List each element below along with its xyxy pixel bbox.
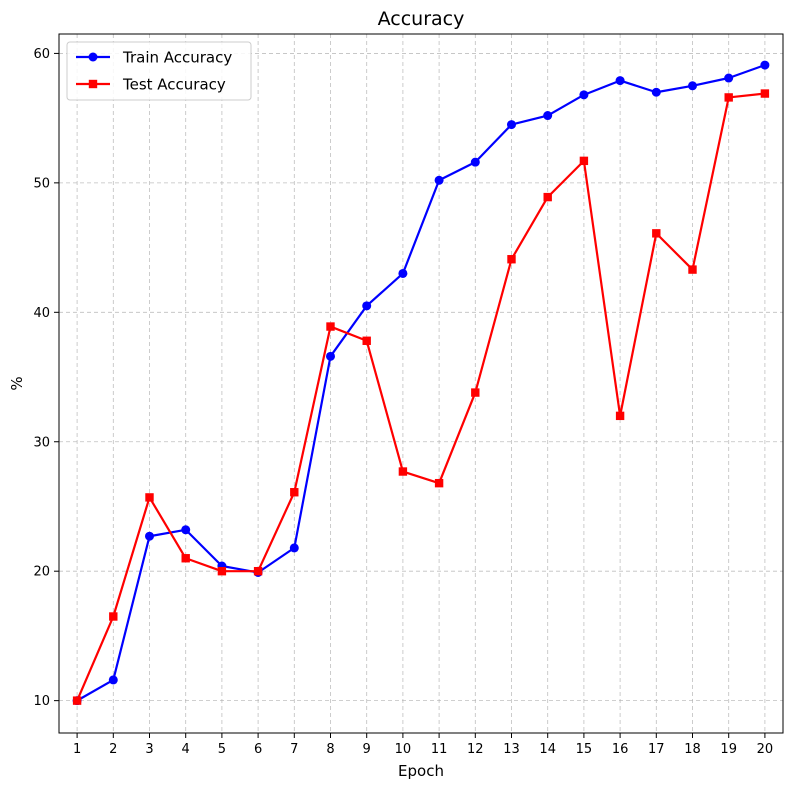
x-tick-label: 17 [648,742,665,757]
data-point [362,336,371,345]
data-point [507,255,516,264]
data-point [507,120,516,130]
plot-frame [58,33,784,734]
x-tick-label: 6 [254,742,262,757]
data-point [615,76,625,86]
x-tick-label: 10 [395,742,412,757]
data-point [398,268,408,278]
data-point [398,467,408,476]
legend-label: Test Accuracy [122,76,226,94]
legend-label: Train Accuracy [122,49,232,67]
data-point [651,87,661,97]
data-point [326,351,335,361]
data-point [760,60,770,70]
legend: Train Accuracy Test Accuracy [66,41,252,101]
x-tick-label: 2 [109,742,117,757]
x-tick-label: 13 [503,742,520,757]
x-tick-label: 16 [612,742,629,757]
legend-marker [88,52,98,62]
data-point [652,229,661,238]
data-point [108,675,118,685]
x-tick-label: 4 [182,742,190,757]
legend-item: Train Accuracy [76,49,232,67]
data-point [289,543,299,553]
data-point [217,566,227,576]
data-point [434,478,444,488]
x-tick-label: 9 [363,742,371,757]
chart-title: Accuracy [378,8,465,30]
legend-marker [88,79,98,89]
data-point [109,612,118,621]
data-point [724,73,734,83]
data-point [181,554,190,563]
y-tick-label: 10 [33,694,50,709]
x-tick-label: 15 [576,742,593,757]
series-test-accuracy [72,89,770,705]
legend-box [66,41,252,101]
x-tick-label: 1 [73,742,81,757]
y-tick-label: 60 [33,47,50,62]
data-point [615,411,625,421]
data-point [253,566,263,576]
ticks: 1 2 3 4 5 6 7 8 9 10 11 12 13 14 15 16 17 18 19 20102030405… [33,47,773,757]
series-line [76,64,766,702]
y-axis-label: % [8,376,26,390]
data-point [543,111,553,121]
data-point [688,265,697,274]
x-tick-label: 20 [757,742,774,757]
data-point [543,192,552,202]
x-tick-label: 18 [684,742,701,757]
data-point [760,89,770,98]
data-point [579,156,589,166]
data-point [579,90,589,100]
x-tick-label: 5 [218,742,226,757]
data-point [470,157,480,167]
x-tick-label: 14 [539,742,556,757]
data-point [145,493,154,502]
y-tick-label: 40 [33,306,50,321]
data-point [724,93,733,102]
x-tick-label: 11 [431,742,448,757]
legend-item: Test Accuracy [76,76,226,94]
series-line [76,92,766,702]
y-tick-label: 20 [33,565,50,580]
data-point [290,488,299,497]
x-axis-label: Epoch [398,762,444,780]
data-point [181,525,191,535]
series-layer [72,60,770,706]
y-tick-label: 30 [33,435,50,450]
data-point [434,175,444,185]
x-tick-label: 19 [720,742,737,757]
y-tick-label: 50 [33,176,50,191]
data-point [362,301,372,311]
x-tick-label: 7 [290,742,298,757]
data-point [688,81,697,91]
data-point [471,388,480,397]
x-tick-label: 12 [467,742,484,757]
x-tick-label: 8 [326,742,334,757]
data-point [72,696,82,705]
data-point [145,531,154,541]
x-tick-label: 3 [145,742,153,757]
data-point [326,322,335,331]
